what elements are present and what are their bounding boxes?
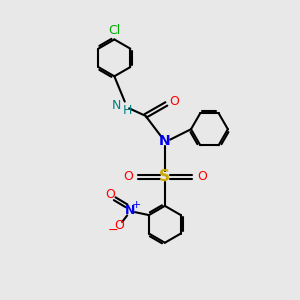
Text: O: O [197,170,207,183]
Text: +: + [131,200,141,210]
Text: N: N [112,99,121,112]
Text: N: N [124,204,135,217]
Text: O: O [105,188,115,201]
Text: N: N [159,134,171,148]
Text: O: O [114,219,124,232]
Text: Cl: Cl [108,24,121,37]
Text: S: S [159,169,170,184]
Text: O: O [169,95,179,108]
Text: O: O [123,170,133,183]
Text: −: − [108,224,119,236]
Text: H: H [122,104,132,117]
